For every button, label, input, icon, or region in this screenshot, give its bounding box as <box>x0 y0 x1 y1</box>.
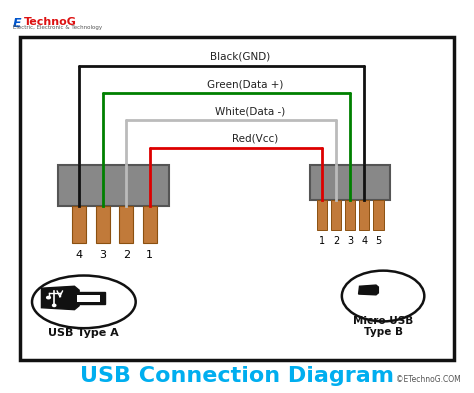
FancyBboxPatch shape <box>119 206 133 243</box>
FancyBboxPatch shape <box>345 200 356 230</box>
FancyBboxPatch shape <box>77 295 100 302</box>
Text: Micro USB
Type B: Micro USB Type B <box>353 316 413 337</box>
Polygon shape <box>41 286 79 310</box>
Text: Electric, Electronic & Technology: Electric, Electronic & Technology <box>13 25 102 30</box>
FancyBboxPatch shape <box>58 165 169 206</box>
FancyBboxPatch shape <box>317 200 327 230</box>
Text: 1: 1 <box>146 250 153 260</box>
Text: White(Data -): White(Data -) <box>215 107 285 116</box>
Text: 2: 2 <box>123 250 130 260</box>
Text: Green(Data +): Green(Data +) <box>207 79 283 89</box>
Polygon shape <box>358 285 378 295</box>
FancyBboxPatch shape <box>96 206 110 243</box>
Ellipse shape <box>53 304 56 307</box>
Text: 5: 5 <box>375 235 382 246</box>
Text: 1: 1 <box>319 235 325 246</box>
Text: 4: 4 <box>361 235 367 246</box>
FancyBboxPatch shape <box>143 206 157 243</box>
FancyBboxPatch shape <box>373 200 383 230</box>
FancyBboxPatch shape <box>310 165 390 200</box>
Text: E: E <box>13 17 22 30</box>
Text: Red(Vcc): Red(Vcc) <box>231 134 278 144</box>
Text: Black(GND): Black(GND) <box>210 52 271 62</box>
Text: USB Connection Diagram: USB Connection Diagram <box>80 366 394 386</box>
Text: ©ETechnoG.COM: ©ETechnoG.COM <box>396 375 461 384</box>
Text: 3: 3 <box>347 235 353 246</box>
Polygon shape <box>74 292 105 304</box>
FancyBboxPatch shape <box>72 206 86 243</box>
Text: USB Type A: USB Type A <box>48 328 119 338</box>
Text: 4: 4 <box>75 250 82 260</box>
Text: 2: 2 <box>333 235 339 246</box>
Text: 3: 3 <box>99 250 106 260</box>
FancyBboxPatch shape <box>359 200 369 230</box>
FancyBboxPatch shape <box>331 200 341 230</box>
Ellipse shape <box>46 296 50 299</box>
Text: TechnoG: TechnoG <box>24 17 77 27</box>
